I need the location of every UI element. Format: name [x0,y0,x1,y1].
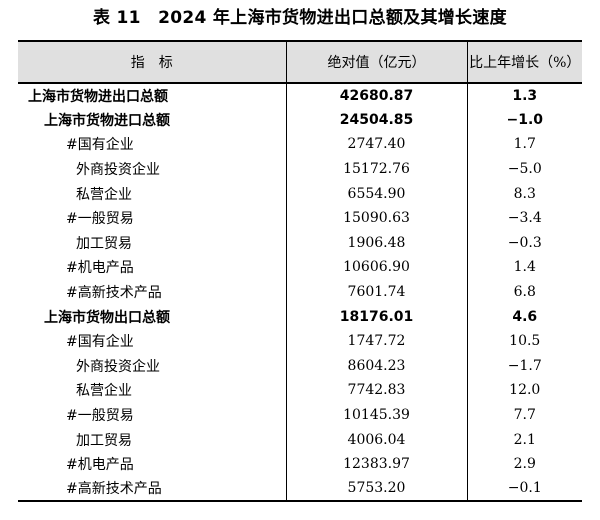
row-label: 外商投资企业 [76,162,160,179]
table-row: 私营企业 7742.83 12.0 [18,378,582,403]
trade-table: 指 标 绝对值（亿元） 比上年增长（%） 上海市货物进出口总额 42680.87… [18,40,582,503]
row-growth: −1.0 [466,107,582,133]
table-row: #机电产品 10606.90 1.4 [18,255,582,280]
row-label: #国有企业 [66,137,134,154]
table-row: 外商投资企业 15172.76 −5.0 [18,156,582,182]
row-value: 5753.20 [285,476,467,503]
table-row: 上海市货物出口总额 18176.01 4.6 [18,304,582,329]
table-row: #国有企业 2747.40 1.7 [18,132,582,157]
row-value: 7742.83 [285,378,467,403]
row-growth: 12.0 [466,378,582,403]
row-value: 24504.85 [285,107,467,133]
header-growth: 比上年增长（%） [466,40,582,84]
row-label: #机电产品 [66,260,134,277]
row-value: 1906.48 [285,230,467,256]
row-value: 42680.87 [285,83,467,108]
table-row: 私营企业 6554.90 8.3 [18,181,582,206]
row-value: 10145.39 [285,402,467,428]
row-growth: 7.7 [466,402,582,428]
header-indicator: 指 标 [18,40,286,84]
table-row: #机电产品 12383.97 2.9 [18,451,582,477]
row-label: 加工贸易 [76,432,132,449]
row-growth: 2.9 [466,451,582,477]
row-growth: 6.8 [466,279,582,305]
row-label: 私营企业 [76,186,132,203]
table-row: 加工贸易 1906.48 −0.3 [18,230,582,256]
row-growth: 2.1 [466,427,582,452]
table-row: #国有企业 1747.72 10.5 [18,328,582,354]
row-label: #高新技术产品 [18,476,286,503]
table-row: #一般贸易 15090.63 −3.4 [18,205,582,231]
row-growth: 1.3 [466,83,582,108]
row-value: 7601.74 [285,279,467,305]
table-title: 表 11 2024 年上海市货物进出口总额及其增长速度 [93,8,507,28]
row-growth: 8.3 [466,181,582,206]
row-value: 15090.63 [285,205,467,231]
row-growth: 10.5 [466,328,582,354]
row-label: 上海市货物出口总额 [44,309,170,326]
table-row: #高新技术产品 7601.74 6.8 [18,279,582,305]
row-label: #国有企业 [66,334,134,351]
row-label: 私营企业 [76,383,132,400]
row-value: 8604.23 [285,353,467,379]
table-row: #高新技术产品 5753.20 −0.1 [18,476,582,503]
header-absolute-value: 绝对值（亿元） [285,40,467,84]
header-row: 指 标 绝对值（亿元） 比上年增长（%） [18,40,582,84]
row-label: 加工贸易 [76,235,132,252]
row-label: 外商投资企业 [76,358,160,375]
row-value: 15172.76 [285,156,467,182]
row-label: #一般贸易 [66,211,134,228]
table-row: 上海市货物进出口总额 42680.87 1.3 [18,83,582,108]
row-growth: 1.4 [466,255,582,280]
row-growth: 4.6 [466,304,582,329]
row-label: #机电产品 [66,457,134,474]
row-value: 2747.40 [285,132,467,157]
row-growth: 1.7 [466,132,582,157]
row-label: #一般贸易 [66,408,134,425]
table-row: 外商投资企业 8604.23 −1.7 [18,353,582,379]
row-growth: −1.7 [466,353,582,379]
table-row: 加工贸易 4006.04 2.1 [18,427,582,452]
table-row: 上海市货物进口总额 24504.85 −1.0 [18,107,582,133]
row-value: 12383.97 [285,451,467,477]
row-value: 10606.90 [285,255,467,280]
row-value: 1747.72 [285,328,467,354]
row-label: 上海市货物进口总额 [44,112,170,129]
row-label: 上海市货物进出口总额 [28,88,168,105]
row-growth: −5.0 [466,156,582,182]
table-row: #一般贸易 10145.39 7.7 [18,402,582,428]
row-growth: −0.3 [466,230,582,256]
row-value: 4006.04 [285,427,467,452]
row-growth: −3.4 [466,205,582,231]
row-growth: −0.1 [466,476,582,503]
row-label: #高新技术产品 [66,285,162,302]
row-value: 6554.90 [285,181,467,206]
row-value: 18176.01 [285,304,467,329]
